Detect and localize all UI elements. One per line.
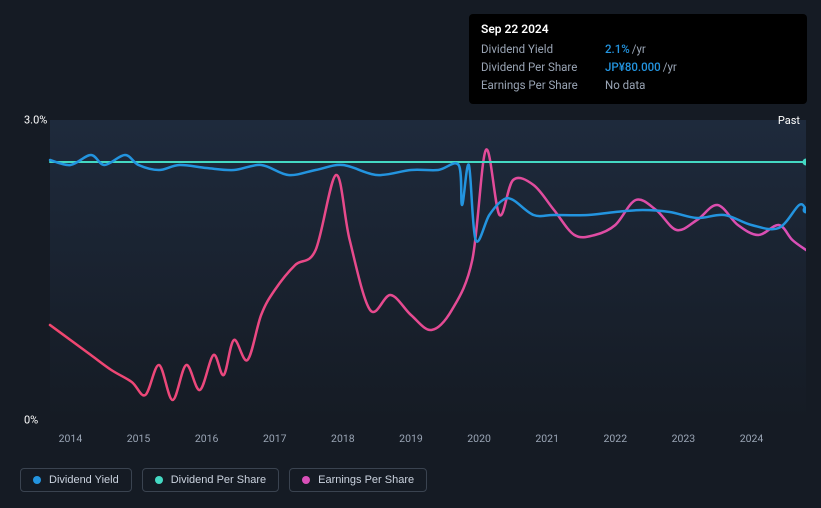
legend-item-earnings-per-share[interactable]: Earnings Per Share	[289, 468, 427, 492]
tooltip-nodata: No data	[605, 76, 645, 94]
x-tick-label: 2022	[603, 432, 627, 445]
past-label: Past	[778, 114, 800, 127]
tooltip-row: Earnings Per ShareNo data	[481, 76, 795, 94]
legend: Dividend Yield Dividend Per Share Earnings…	[20, 468, 427, 492]
legend-label: Dividend Per Share	[171, 474, 266, 486]
plot-area[interactable]: Past 3.0% 0%	[20, 110, 806, 430]
tooltip-unit: /yr	[663, 58, 677, 76]
chart-tooltip: Sep 22 2024 Dividend Yield2.1% /yrDivide…	[469, 14, 807, 104]
legend-label: Dividend Yield	[49, 474, 119, 486]
legend-dot	[33, 476, 41, 484]
y-tick-label: 3.0%	[24, 114, 47, 127]
tooltip-label: Earnings Per Share	[481, 76, 605, 94]
tooltip-row: Dividend Yield2.1% /yr	[481, 40, 795, 58]
tooltip-value: JP¥80.000	[605, 58, 661, 76]
x-tick-label: 2017	[263, 432, 287, 445]
x-tick-label: 2020	[467, 432, 491, 445]
x-tick-label: 2014	[59, 432, 83, 445]
tooltip-value: 2.1%	[605, 40, 630, 58]
legend-item-dividend-yield[interactable]: Dividend Yield	[20, 468, 132, 492]
legend-item-dividend-per-share[interactable]: Dividend Per Share	[142, 468, 279, 492]
tooltip-unit: /yr	[632, 40, 646, 58]
x-tick-label: 2016	[195, 432, 219, 445]
tooltip-label: Dividend Per Share	[481, 58, 605, 76]
legend-label: Earnings Per Share	[318, 474, 414, 486]
x-tick-label: 2019	[399, 432, 423, 445]
y-tick-label: 0%	[24, 414, 38, 427]
x-tick-label: 2015	[127, 432, 151, 445]
x-tick-label: 2024	[740, 432, 764, 445]
chart-container: Sep 22 2024 Dividend Yield2.1% /yrDivide…	[0, 0, 821, 508]
legend-dot	[155, 476, 163, 484]
x-tick-label: 2021	[535, 432, 559, 445]
x-axis: 2014 2015 2016 2017 2018 2019 2020 2021 2022 2023…	[20, 432, 806, 452]
legend-dot	[302, 476, 310, 484]
tooltip-date: Sep 22 2024	[481, 22, 795, 36]
x-tick-label: 2018	[331, 432, 355, 445]
tooltip-row: Dividend Per ShareJP¥80.000 /yr	[481, 58, 795, 76]
tooltip-label: Dividend Yield	[481, 40, 605, 58]
chart-svg	[20, 110, 806, 430]
x-tick-label: 2023	[672, 432, 696, 445]
